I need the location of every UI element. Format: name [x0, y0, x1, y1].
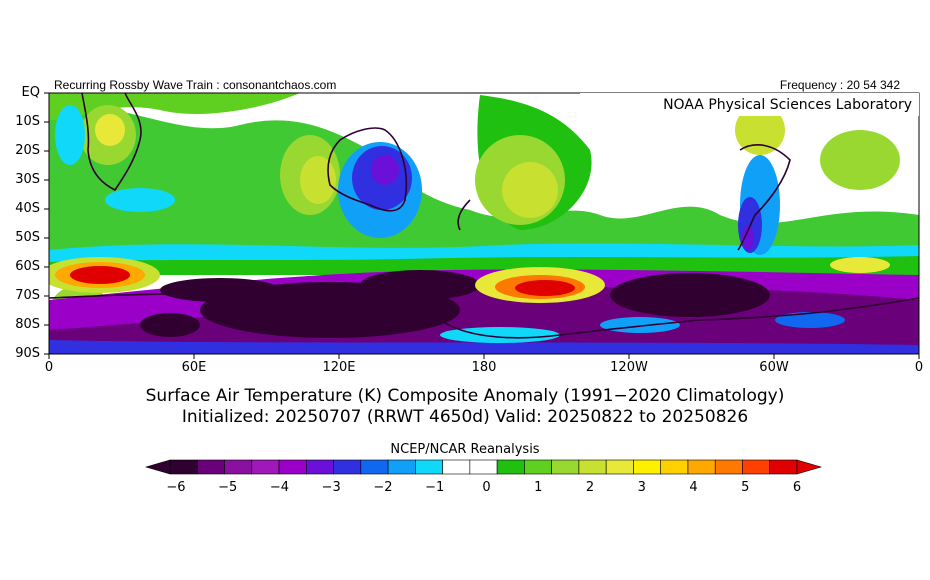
lat-label: 70S — [15, 288, 40, 303]
colorbar-tick-label: 2 — [585, 480, 595, 495]
colorbar-swatch — [687, 459, 716, 475]
lat-label: 60S — [15, 259, 40, 274]
colorbar-tick-label: 0 — [482, 480, 491, 495]
lat-label: 10S — [15, 114, 40, 129]
colorbar-tick-label: −1 — [425, 480, 445, 495]
lon-label: 60E — [181, 360, 207, 375]
lat-label: 20S — [15, 143, 40, 158]
colorbar-swatch — [415, 459, 443, 475]
anomaly-field — [49, 93, 919, 354]
title-line-1: Surface Air Temperature (K) Composite An… — [145, 386, 785, 406]
colorbar — [144, 459, 823, 475]
lab-label-box — [580, 93, 919, 116]
colorbar-swatch — [496, 459, 525, 475]
colorbar-swatch — [224, 459, 253, 475]
colorbar-swatch — [278, 459, 307, 475]
source-label: NCEP/NCAR Reanalysis — [390, 442, 540, 457]
colorbar-swatch — [605, 459, 634, 475]
lon-label: 0 — [44, 360, 54, 375]
colorbar-tick-label: −5 — [218, 480, 238, 495]
colorbar-swatch — [660, 459, 689, 475]
colorbar-swatch — [251, 459, 280, 475]
colorbar-swatch — [524, 459, 552, 475]
lon-label: 120W — [610, 360, 648, 375]
colorbar-swatch — [196, 459, 225, 475]
colorbar-tick-label: −4 — [269, 480, 290, 495]
colorbar-swatch — [442, 459, 471, 475]
colorbar-swatch — [714, 459, 743, 475]
lon-label: 120E — [322, 360, 356, 375]
lat-label: 30S — [15, 172, 40, 187]
lat-label: 50S — [15, 230, 40, 245]
colorbar-swatch — [578, 459, 607, 475]
colorbar-tick-label: −3 — [321, 480, 341, 495]
colorbar-high-arrow — [796, 459, 823, 475]
colorbar-tick-label: 1 — [534, 480, 543, 495]
colorbar-swatch — [387, 459, 416, 475]
lab-label: NOAA Physical Sciences Laboratory — [663, 97, 912, 113]
lat-label: 40S — [15, 201, 40, 216]
colorbar-swatch — [742, 459, 771, 475]
lon-label: 0 — [914, 360, 924, 375]
colorbar-swatch — [633, 459, 661, 475]
lat-label: 80S — [15, 317, 40, 332]
title-line-2: Initialized: 20250707 (RRWT 4650d) Valid… — [181, 407, 749, 427]
lat-label: 90S — [15, 346, 40, 361]
colorbar-tick-label: 6 — [792, 480, 802, 495]
colorbar-swatch — [169, 459, 198, 475]
lon-label: 60W — [759, 360, 789, 375]
colorbar-tick-label: −6 — [166, 480, 186, 495]
header-right-text: Frequency : 20 54 342 — [779, 78, 900, 92]
colorbar-tick-label: 3 — [637, 480, 646, 495]
colorbar-swatch — [469, 459, 498, 475]
lon-label: 180 — [471, 360, 497, 375]
header-left-text: Recurring Rossby Wave Train : consonantc… — [54, 78, 337, 92]
colorbar-tick-label: 4 — [689, 480, 698, 495]
colorbar-tick-label: −2 — [373, 480, 393, 495]
colorbar-swatch — [360, 459, 389, 475]
colorbar-swatch — [333, 459, 362, 475]
colorbar-tick-label: 5 — [741, 480, 750, 495]
colorbar-swatch — [306, 459, 334, 475]
colorbar-swatch — [551, 459, 580, 475]
lat-label: EQ — [21, 85, 40, 100]
colorbar-swatch — [769, 459, 798, 475]
colorbar-low-arrow — [144, 459, 171, 475]
coastlines — [49, 93, 919, 339]
